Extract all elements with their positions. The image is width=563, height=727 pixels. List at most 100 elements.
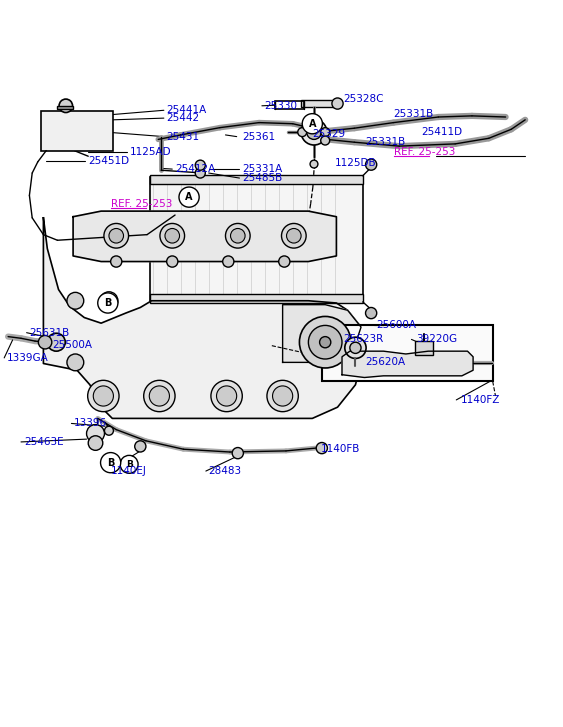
Text: 25331B: 25331B <box>365 137 406 147</box>
Text: 25463E: 25463E <box>24 437 64 447</box>
Text: 25331B: 25331B <box>394 109 434 119</box>
Circle shape <box>149 386 169 406</box>
Circle shape <box>59 99 73 113</box>
Text: 25600A: 25600A <box>377 321 417 330</box>
Circle shape <box>320 337 331 348</box>
Text: 25329: 25329 <box>312 129 346 139</box>
Circle shape <box>217 386 236 406</box>
Circle shape <box>267 380 298 411</box>
Text: 25412A: 25412A <box>175 164 215 174</box>
Text: 25631B: 25631B <box>29 328 70 337</box>
Circle shape <box>195 160 205 170</box>
Circle shape <box>179 187 199 207</box>
Circle shape <box>211 380 242 411</box>
Bar <box>57 106 73 108</box>
Circle shape <box>301 119 327 145</box>
Text: 25361: 25361 <box>242 132 275 142</box>
Circle shape <box>287 228 301 243</box>
Bar <box>275 101 304 109</box>
Bar <box>150 175 363 184</box>
Circle shape <box>302 113 323 134</box>
Circle shape <box>309 326 342 359</box>
Text: 1125AD: 1125AD <box>130 147 172 157</box>
Circle shape <box>160 223 185 248</box>
Circle shape <box>307 125 321 140</box>
Text: REF. 25-253: REF. 25-253 <box>111 199 172 209</box>
Text: 25441A: 25441A <box>167 105 207 116</box>
Circle shape <box>100 292 118 310</box>
Polygon shape <box>73 211 337 262</box>
Circle shape <box>38 335 52 349</box>
Circle shape <box>310 160 318 168</box>
Bar <box>41 111 113 150</box>
Circle shape <box>105 426 113 435</box>
Bar <box>150 294 363 303</box>
Circle shape <box>87 425 105 443</box>
Circle shape <box>232 448 243 459</box>
Circle shape <box>225 223 250 248</box>
Text: REF. 25-253: REF. 25-253 <box>394 147 455 157</box>
Text: 25411D: 25411D <box>422 127 463 137</box>
Circle shape <box>165 228 180 243</box>
Text: 39220G: 39220G <box>416 334 457 345</box>
Circle shape <box>104 223 128 248</box>
Bar <box>415 341 433 355</box>
Text: A: A <box>309 119 316 129</box>
Text: 25623R: 25623R <box>343 334 383 345</box>
Circle shape <box>321 136 330 145</box>
Circle shape <box>282 223 306 248</box>
Circle shape <box>144 380 175 411</box>
Text: 1140FZ: 1140FZ <box>461 395 500 405</box>
Text: 1125DB: 1125DB <box>335 158 376 168</box>
Circle shape <box>67 354 84 371</box>
Polygon shape <box>283 305 361 362</box>
Circle shape <box>67 292 84 309</box>
Circle shape <box>195 168 205 178</box>
Text: B: B <box>126 460 132 469</box>
Text: 25442: 25442 <box>167 113 200 123</box>
Bar <box>322 326 493 382</box>
Circle shape <box>120 455 138 473</box>
Circle shape <box>365 308 377 318</box>
Circle shape <box>279 256 290 267</box>
Circle shape <box>135 441 146 452</box>
Polygon shape <box>43 218 361 419</box>
Circle shape <box>348 354 365 371</box>
Circle shape <box>272 386 293 406</box>
Circle shape <box>109 228 123 243</box>
Circle shape <box>88 435 103 450</box>
Text: 28483: 28483 <box>209 466 242 476</box>
Text: 13396: 13396 <box>74 419 108 428</box>
Circle shape <box>111 256 122 267</box>
Text: 25431: 25431 <box>167 132 200 142</box>
Circle shape <box>223 256 234 267</box>
Text: B: B <box>105 297 113 305</box>
Text: 1140EJ: 1140EJ <box>111 466 146 476</box>
Circle shape <box>167 256 178 267</box>
Bar <box>301 100 335 107</box>
Text: 25485B: 25485B <box>242 173 283 183</box>
Circle shape <box>230 228 245 243</box>
Circle shape <box>321 128 330 137</box>
Circle shape <box>101 453 120 473</box>
Circle shape <box>316 443 328 454</box>
Circle shape <box>332 98 343 109</box>
Polygon shape <box>342 351 473 377</box>
Circle shape <box>300 316 351 368</box>
Text: A: A <box>185 192 193 202</box>
Circle shape <box>47 333 65 351</box>
Text: 25328C: 25328C <box>343 94 383 104</box>
Circle shape <box>98 293 118 313</box>
Text: 1339GA: 1339GA <box>7 353 49 363</box>
Circle shape <box>298 128 307 137</box>
Text: 25330: 25330 <box>265 101 298 111</box>
Text: B: B <box>107 458 114 467</box>
Circle shape <box>345 337 366 358</box>
Circle shape <box>365 159 377 170</box>
Text: 25500A: 25500A <box>52 340 92 350</box>
Text: B: B <box>104 298 111 308</box>
Text: 25331A: 25331A <box>242 164 283 174</box>
Circle shape <box>93 386 113 406</box>
Bar <box>150 177 363 303</box>
Circle shape <box>88 380 119 411</box>
